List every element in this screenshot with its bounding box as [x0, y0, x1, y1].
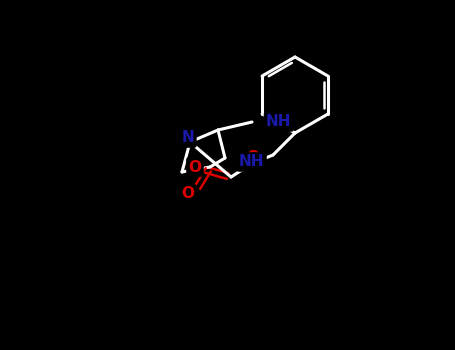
Text: O: O [182, 187, 194, 202]
Text: NH: NH [239, 154, 264, 169]
Text: O: O [188, 160, 202, 175]
Text: N: N [182, 131, 194, 146]
Text: O: O [247, 149, 259, 164]
Text: NH: NH [266, 114, 292, 130]
